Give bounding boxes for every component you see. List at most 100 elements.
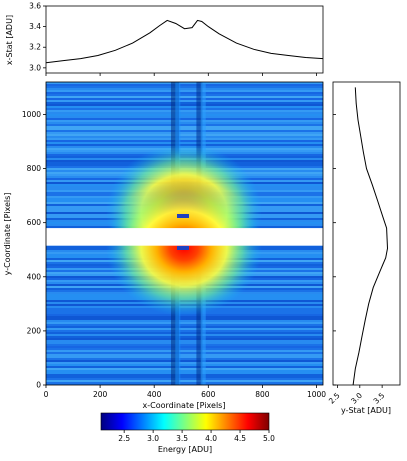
heatmap-row xyxy=(46,116,323,118)
heatmap-row xyxy=(46,384,323,385)
heatmap-row xyxy=(46,140,323,142)
heatmap-row xyxy=(46,88,323,90)
heatmap-row xyxy=(46,82,323,84)
heatmap-row xyxy=(46,354,323,356)
heatmap-row xyxy=(46,350,323,352)
heatmap-row xyxy=(46,366,323,368)
colorbar: 2.5 3.0 3.5 4.0 4.5 5.0 Energy [ADU] xyxy=(100,412,275,454)
colorbar-ticks: 2.5 3.0 3.5 4.0 4.5 5.0 xyxy=(118,430,275,443)
heatmap-row xyxy=(46,318,323,320)
right-y-ticks xyxy=(333,114,336,386)
top-y-ticks: 3.0 3.2 3.4 3.6 xyxy=(29,2,46,72)
heatmap-row xyxy=(46,102,323,104)
heatmap-y-ticks: 0 200 400 600 800 1000 xyxy=(22,110,46,390)
heatmap-row xyxy=(46,94,323,96)
heatmap-x-tick-label: 1000 xyxy=(307,390,326,399)
heatmap-row xyxy=(46,138,323,140)
heatmap-row xyxy=(46,96,323,98)
heatmap-row xyxy=(46,120,323,122)
heatmap-row xyxy=(46,364,323,366)
colorbar-tick-label: 3.0 xyxy=(147,434,159,443)
heatmap-row xyxy=(46,362,323,364)
heatmap-row xyxy=(46,316,323,318)
heatmap-row xyxy=(46,104,323,106)
colorbar-tick-label: 3.5 xyxy=(176,434,188,443)
right-x-axis-label: y-Stat [ADU] xyxy=(341,406,391,415)
heatmap-row xyxy=(46,122,323,124)
right-panel-frame xyxy=(332,81,401,386)
heatmap-row xyxy=(46,334,323,336)
heatmap-row xyxy=(46,382,323,384)
heatmap-row xyxy=(46,370,323,372)
right-x-tick-label: 2.5 xyxy=(327,391,342,406)
top-panel-frame xyxy=(45,5,324,74)
colorbar-tick-label: 4.0 xyxy=(205,434,217,443)
heatmap-x-tick-label: 0 xyxy=(44,390,49,399)
top-y-tick-label: 3.4 xyxy=(29,22,41,31)
x-stat-line xyxy=(45,19,324,64)
heatmap-row xyxy=(46,130,323,132)
heatmap-row xyxy=(46,342,323,344)
heatmap-frame xyxy=(45,81,324,386)
colorbar-tick-label: 4.5 xyxy=(234,434,246,443)
colorbar-tick-label: 2.5 xyxy=(118,434,130,443)
heatmap-row xyxy=(46,124,323,126)
heatmap-row xyxy=(46,368,323,370)
heatmap-row xyxy=(46,328,323,330)
heatmap-x-ticks: 0 200 400 600 800 1000 xyxy=(44,385,326,399)
heatmap-row xyxy=(46,84,323,86)
heatmap-row xyxy=(46,108,323,110)
heatmap-x-tick-label: 800 xyxy=(255,390,270,399)
right-x-tick-label: 3.0 xyxy=(349,391,364,406)
top-y-tick-label: 3.6 xyxy=(29,2,41,11)
heatmap-y-tick-label: 0 xyxy=(36,381,41,390)
heatmap-y-tick-label: 400 xyxy=(27,272,42,281)
top-y-tick-label: 3.2 xyxy=(29,43,41,52)
heatmap-x-tick-label: 600 xyxy=(201,390,216,399)
right-panel: 2.5 3.0 3.5 y-Stat [ADU] xyxy=(327,81,401,415)
heatmap-x-tick-label: 400 xyxy=(147,390,162,399)
heatmap-row xyxy=(46,374,323,376)
heatmap-row xyxy=(46,106,323,108)
heatmap-x-tick-label: 200 xyxy=(93,390,108,399)
heatmap-y-axis-label: y-Coordinate [Pixels] xyxy=(3,193,12,276)
heatmap-row xyxy=(46,330,323,332)
heatmap-row xyxy=(46,324,323,326)
heatmap-row xyxy=(46,360,323,362)
heatmap-row xyxy=(46,376,323,378)
heatmap-row xyxy=(46,336,323,338)
heatmap-row xyxy=(46,118,323,120)
heatmap-row xyxy=(46,348,323,350)
y-stat-line xyxy=(352,87,389,386)
heatmap-y-tick-label: 800 xyxy=(27,164,42,173)
heatmap-row xyxy=(46,126,323,128)
heatmap-y-tick-label: 200 xyxy=(27,326,42,335)
heatmap-row xyxy=(46,100,323,102)
top-y-tick-label: 3.0 xyxy=(29,63,41,72)
heatmap-y-tick-label: 1000 xyxy=(22,110,41,119)
heatmap-row xyxy=(46,86,323,88)
heatmap-y-tick-label: 600 xyxy=(27,218,42,227)
heatmap-row xyxy=(46,112,323,114)
heatmap-row xyxy=(46,92,323,94)
top-panel: 3.0 3.2 3.4 3.6 x-Stat [ADU] xyxy=(5,2,324,76)
heatmap-x-axis-label: x-Coordinate [Pixels] xyxy=(143,401,226,410)
heatmap-row xyxy=(46,114,323,116)
heatmap-row xyxy=(46,378,323,380)
heatmap-row xyxy=(46,142,323,144)
heatmap-row xyxy=(46,320,323,322)
heatmap-row xyxy=(46,132,323,134)
heatmap-row xyxy=(46,344,323,346)
heatmap-row xyxy=(46,380,323,382)
hot-spot-core-lower xyxy=(177,246,189,250)
heatmap-row xyxy=(46,110,323,112)
heatmap-row xyxy=(46,136,323,138)
heatmap-row xyxy=(46,352,323,354)
heatmap-row xyxy=(46,372,323,374)
heatmap-row xyxy=(46,98,323,100)
heatmap-row xyxy=(46,346,323,348)
heatmap-row xyxy=(46,128,323,130)
colorbar-label: Energy [ADU] xyxy=(158,445,212,454)
colorbar-gradient xyxy=(100,412,270,431)
